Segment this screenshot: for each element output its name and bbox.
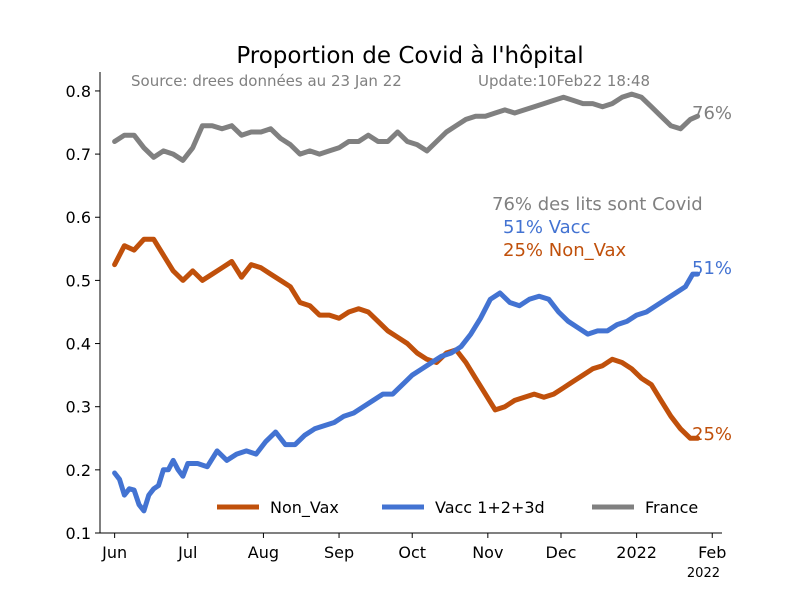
annotation-vacc: 51% Vacc [503, 217, 590, 238]
y-ticks: 0.1 0.2 0.3 0.4 0.5 0.6 0.7 0.8 [66, 82, 100, 543]
x-tick-label: 2022 [616, 543, 657, 562]
legend-label-nonvax: Non_Vax [270, 498, 339, 518]
y-tick-label: 0.1 [66, 524, 91, 543]
x-tick-label: Nov [472, 543, 503, 562]
x-tick-label: Jun [101, 543, 127, 562]
x-offset-label: 2022 [687, 566, 720, 581]
x-tick-label: Dec [546, 543, 577, 562]
end-label-france: 76% [692, 103, 732, 124]
annotation-nonvax: 25% Non_Vax [503, 240, 627, 261]
series-line-2 [112, 91, 701, 163]
legend: Non_Vax Vacc 1+2+3d France [217, 498, 698, 518]
annotation-total: 76% des lits sont Covid [492, 194, 703, 215]
y-tick-label: 0.8 [66, 82, 91, 101]
x-tick-label: Feb [698, 543, 726, 562]
y-tick-label: 0.4 [66, 335, 91, 354]
y-tick-label: 0.6 [66, 208, 91, 227]
y-tick-label: 0.5 [66, 271, 91, 290]
y-tick-label: 0.3 [66, 398, 91, 417]
series-line-0 [112, 236, 701, 441]
series-layer [112, 91, 701, 514]
y-tick-label: 0.7 [66, 145, 91, 164]
x-ticks: Jun Jul Aug Sep Oct Nov Dec 2022 Feb [101, 533, 726, 562]
legend-label-france: France [645, 498, 698, 517]
x-tick-label: Aug [248, 543, 279, 562]
end-label-vacc: 51% [692, 258, 732, 279]
x-tick-label: Jul [177, 543, 197, 562]
update-text: Update:10Feb22 18:48 [478, 72, 650, 90]
y-tick-label: 0.2 [66, 461, 91, 480]
chart-title: Proportion de Covid à l'hôpital [236, 43, 583, 69]
source-text: Source: drees données au 23 Jan 22 [131, 72, 402, 90]
x-tick-label: Sep [324, 543, 354, 562]
x-tick-label: Oct [398, 543, 426, 562]
series-line-1 [112, 271, 701, 514]
legend-label-vacc: Vacc 1+2+3d [435, 498, 545, 517]
end-label-nonvax: 25% [692, 424, 732, 445]
